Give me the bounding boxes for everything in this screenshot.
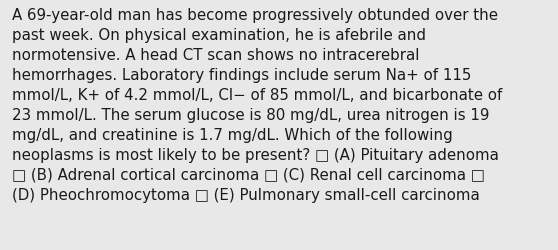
Text: A 69-year-old man has become progressively obtunded over the
past week. On physi: A 69-year-old man has become progressive… <box>12 8 503 202</box>
